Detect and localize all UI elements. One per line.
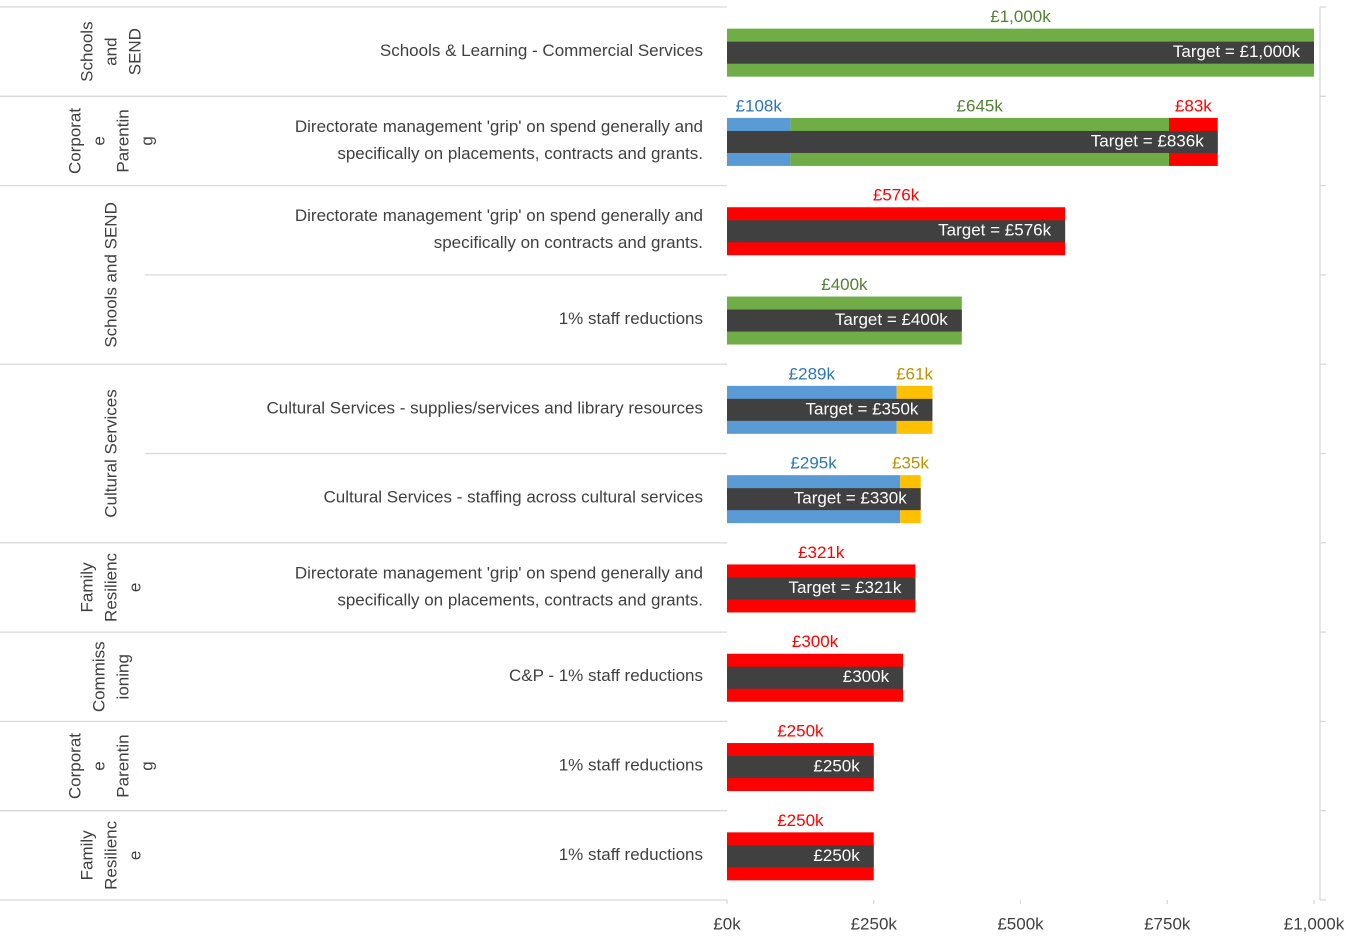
category-label: Directorate management 'grip' on spend g… xyxy=(295,117,703,136)
segment-label: £400k xyxy=(821,275,868,294)
segment-label: £321k xyxy=(798,543,845,562)
x-tick-label: £0k xyxy=(713,914,741,933)
target-label: Target = £836k xyxy=(1091,131,1204,150)
category-label: 1% staff reductions xyxy=(559,309,703,328)
target-label: £300k xyxy=(843,667,890,686)
target-bar xyxy=(727,220,1066,243)
segment-label: £83k xyxy=(1175,96,1212,115)
group-label: e xyxy=(89,136,108,145)
x-tick-label: £250k xyxy=(851,914,898,933)
target-bar xyxy=(727,756,874,779)
category-label: Directorate management 'grip' on spend g… xyxy=(295,563,703,582)
category-label: Cultural Services - staffing across cult… xyxy=(324,488,704,507)
group-label: Parentin xyxy=(113,734,132,797)
target-bar xyxy=(727,666,904,689)
segment-label: £295k xyxy=(790,454,837,473)
group-label: Family xyxy=(77,562,96,613)
group-label: e xyxy=(125,583,144,592)
target-bar xyxy=(727,41,1314,64)
group-label: Resilienc xyxy=(101,820,120,889)
group-label: e xyxy=(125,851,144,860)
target-bar xyxy=(727,488,921,511)
group-label: Family xyxy=(77,830,96,881)
group-label: g xyxy=(137,136,156,145)
target-label: Target = £1,000k xyxy=(1173,42,1301,61)
segment-label: £61k xyxy=(896,364,933,383)
group-label: Schools xyxy=(77,21,96,81)
segment-label: £289k xyxy=(789,364,836,383)
category-label: C&P - 1% staff reductions xyxy=(509,666,703,685)
category-label: 1% staff reductions xyxy=(559,756,703,775)
target-bar xyxy=(727,577,916,600)
segment-label: £250k xyxy=(777,722,824,741)
target-bar xyxy=(727,309,962,332)
segment-label: £300k xyxy=(792,632,839,651)
target-bar xyxy=(727,845,874,868)
segment-label: £250k xyxy=(777,811,824,830)
group-label: Commiss xyxy=(89,641,108,712)
segment-label: £576k xyxy=(873,186,920,205)
group-label: Parentin xyxy=(113,109,132,172)
target-label: Target = £321k xyxy=(788,578,901,597)
x-tick-label: £1,000k xyxy=(1284,914,1345,933)
category-label: Directorate management 'grip' on spend g… xyxy=(295,206,703,225)
group-label: Schools and SEND xyxy=(101,202,120,348)
category-label: Schools & Learning - Commercial Services xyxy=(380,41,703,60)
target-label: Target = £400k xyxy=(835,310,948,329)
group-label: Resilienc xyxy=(101,552,120,621)
target-label: Target = £576k xyxy=(938,221,1051,240)
group-label: SEND xyxy=(125,28,144,75)
category-label: Cultural Services - supplies/services an… xyxy=(267,398,704,417)
category-label: specifically on placements, contracts an… xyxy=(337,144,703,163)
segment-label: £645k xyxy=(957,96,1004,115)
group-label: e xyxy=(89,761,108,770)
group-label: ioning xyxy=(113,654,132,699)
target-label: Target = £330k xyxy=(794,489,907,508)
target-bar xyxy=(727,130,1218,153)
category-label: 1% staff reductions xyxy=(559,845,703,864)
target-label: £250k xyxy=(813,846,860,865)
category-label: specifically on contracts and grants. xyxy=(434,233,703,252)
group-label: Cultural Services xyxy=(101,389,120,518)
group-label: Corporat xyxy=(65,733,84,799)
group-label: and xyxy=(101,37,120,65)
category-label: specifically on placements, contracts an… xyxy=(337,590,703,609)
segment-label: £108k xyxy=(736,96,783,115)
target-label: Target = £350k xyxy=(805,399,918,418)
x-tick-label: £500k xyxy=(997,914,1044,933)
x-tick-label: £750k xyxy=(1144,914,1191,933)
target-bar xyxy=(727,398,933,421)
segment-label: £1,000k xyxy=(990,7,1051,26)
group-label: g xyxy=(137,761,156,770)
target-label: £250k xyxy=(813,757,860,776)
segment-label: £35k xyxy=(892,454,929,473)
group-label: Corporat xyxy=(65,108,84,174)
